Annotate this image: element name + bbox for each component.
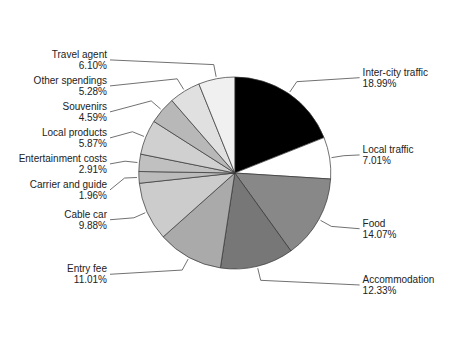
leader-line: [110, 213, 145, 220]
data-label: Travel agent6.10%: [52, 49, 107, 71]
data-label: Carrier and guide1.96%: [30, 179, 108, 201]
data-label: Entertainment costs2.91%: [19, 153, 107, 175]
label-category: Entertainment costs: [19, 153, 107, 164]
leader-line: [110, 259, 188, 274]
pie-slice: [139, 173, 234, 237]
pie-slice: [199, 77, 235, 173]
data-label: Local traffic7.01%: [363, 144, 414, 166]
label-category: Inter-city traffic: [363, 67, 428, 78]
leader-line: [258, 268, 360, 285]
label-value: 6.10%: [79, 60, 107, 71]
label-category: Carrier and guide: [30, 179, 108, 190]
label-value: 4.59%: [79, 112, 107, 123]
leader-line: [110, 79, 184, 90]
data-label: Other spendings5.28%: [34, 75, 107, 97]
label-value: 5.87%: [79, 138, 107, 149]
label-category: Cable car: [64, 209, 107, 220]
label-value: 9.88%: [79, 220, 107, 231]
data-label: Entry fee11.01%: [67, 263, 107, 285]
label-value: 18.99%: [363, 78, 397, 89]
leader-line: [110, 161, 137, 164]
label-value: 1.96%: [79, 190, 107, 201]
label-category: Travel agent: [52, 49, 107, 60]
label-category: Souvenirs: [63, 101, 107, 112]
label-category: Local traffic: [363, 144, 414, 155]
pie-slice: [235, 138, 331, 179]
leader-line: [332, 155, 360, 158]
label-value: 12.33%: [363, 285, 397, 296]
label-category: Food: [363, 218, 386, 229]
data-label: Accommodation12.33%: [363, 274, 435, 296]
pie: [139, 77, 331, 269]
label-value: 2.91%: [79, 164, 107, 175]
leader-line: [110, 101, 161, 112]
label-category: Accommodation: [363, 274, 435, 285]
leader-line: [321, 220, 360, 228]
data-label: Cable car9.88%: [64, 209, 107, 231]
label-value: 11.01%: [74, 274, 107, 285]
label-category: Local products: [42, 127, 107, 138]
label-category: Other spendings: [34, 75, 107, 86]
data-label: Souvenirs4.59%: [63, 101, 108, 123]
label-value: 14.07%: [363, 229, 397, 240]
label-value: 7.01%: [363, 155, 391, 166]
label-value: 5.28%: [79, 86, 107, 97]
data-label: Food14.07%: [363, 218, 397, 240]
leader-line: [290, 78, 360, 92]
leader-line: [110, 177, 137, 189]
leader-line: [110, 60, 216, 77]
pie-slice: [139, 171, 235, 183]
chart: Inter-city traffic18.99% Local traffic7.0…: [0, 0, 458, 346]
label-category: Entry fee: [67, 263, 107, 274]
labels: Inter-city traffic18.99% Local traffic7.0…: [19, 49, 435, 296]
data-label: Inter-city traffic18.99%: [363, 67, 428, 89]
leader-line: [110, 132, 144, 138]
data-label: Local products5.87%: [42, 127, 107, 149]
